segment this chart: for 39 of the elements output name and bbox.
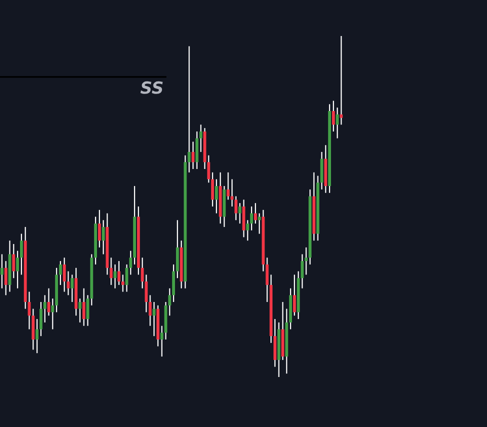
candlestick (195, 130, 198, 170)
candlestick (82, 288, 86, 326)
candlestick (192, 141, 195, 170)
candlestick (211, 172, 214, 208)
candlestick (172, 264, 176, 303)
candlestick (250, 206, 254, 231)
candlestick (117, 260, 120, 286)
candlestick (273, 318, 276, 368)
candlestick (98, 209, 101, 248)
candlestick (238, 202, 242, 224)
candlestick (70, 274, 74, 303)
candlestick (246, 220, 250, 242)
candlestick (0, 254, 4, 289)
candlestick (258, 212, 261, 234)
candlestick (254, 202, 257, 224)
candlestick (214, 178, 218, 214)
candlestick (152, 301, 156, 337)
ref-line-label: SS (140, 81, 163, 94)
candlestick (16, 250, 20, 289)
candlestick (332, 100, 335, 132)
candlestick (176, 220, 179, 279)
candlestick (20, 233, 23, 276)
candlestick (292, 274, 296, 316)
candlestick (199, 124, 202, 152)
candlestick (43, 294, 46, 323)
candlestick (121, 274, 124, 292)
candlestick (102, 220, 105, 255)
candlestick (12, 243, 16, 279)
candlestick (51, 298, 54, 330)
candlestick (234, 196, 238, 221)
candlestick (58, 260, 62, 286)
candlestick (226, 172, 230, 200)
candlestick (78, 298, 82, 323)
candlestick (36, 318, 39, 354)
candlestick (4, 260, 8, 296)
candlestick (62, 257, 66, 292)
candlestick (39, 301, 42, 337)
candlestick (230, 178, 234, 208)
candlestick (114, 264, 117, 289)
